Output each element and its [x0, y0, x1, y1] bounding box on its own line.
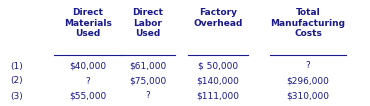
Text: $ 50,000: $ 50,000 [198, 61, 238, 70]
Text: $75,000: $75,000 [130, 77, 166, 86]
Text: (3): (3) [10, 91, 23, 100]
Text: Materials: Materials [64, 19, 112, 27]
Text: $296,000: $296,000 [286, 77, 329, 86]
Text: $111,000: $111,000 [196, 91, 239, 100]
Text: (1): (1) [10, 61, 23, 70]
Text: Labor: Labor [134, 19, 162, 27]
Text: ?: ? [146, 91, 150, 100]
Text: Overhead: Overhead [193, 19, 243, 27]
Text: ?: ? [85, 77, 90, 86]
Text: $40,000: $40,000 [70, 61, 107, 70]
Text: $310,000: $310,000 [286, 91, 330, 100]
Text: Direct: Direct [132, 8, 164, 17]
Text: Used: Used [135, 29, 161, 38]
Text: Factory: Factory [199, 8, 237, 17]
Text: Direct: Direct [73, 8, 104, 17]
Text: $140,000: $140,000 [196, 77, 239, 86]
Text: Used: Used [75, 29, 101, 38]
Text: $55,000: $55,000 [70, 91, 107, 100]
Text: (2): (2) [10, 77, 23, 86]
Text: ?: ? [306, 61, 310, 70]
Text: Total: Total [296, 8, 320, 17]
Text: Manufacturing: Manufacturing [270, 19, 346, 27]
Text: $61,000: $61,000 [130, 61, 166, 70]
Text: Costs: Costs [294, 29, 322, 38]
